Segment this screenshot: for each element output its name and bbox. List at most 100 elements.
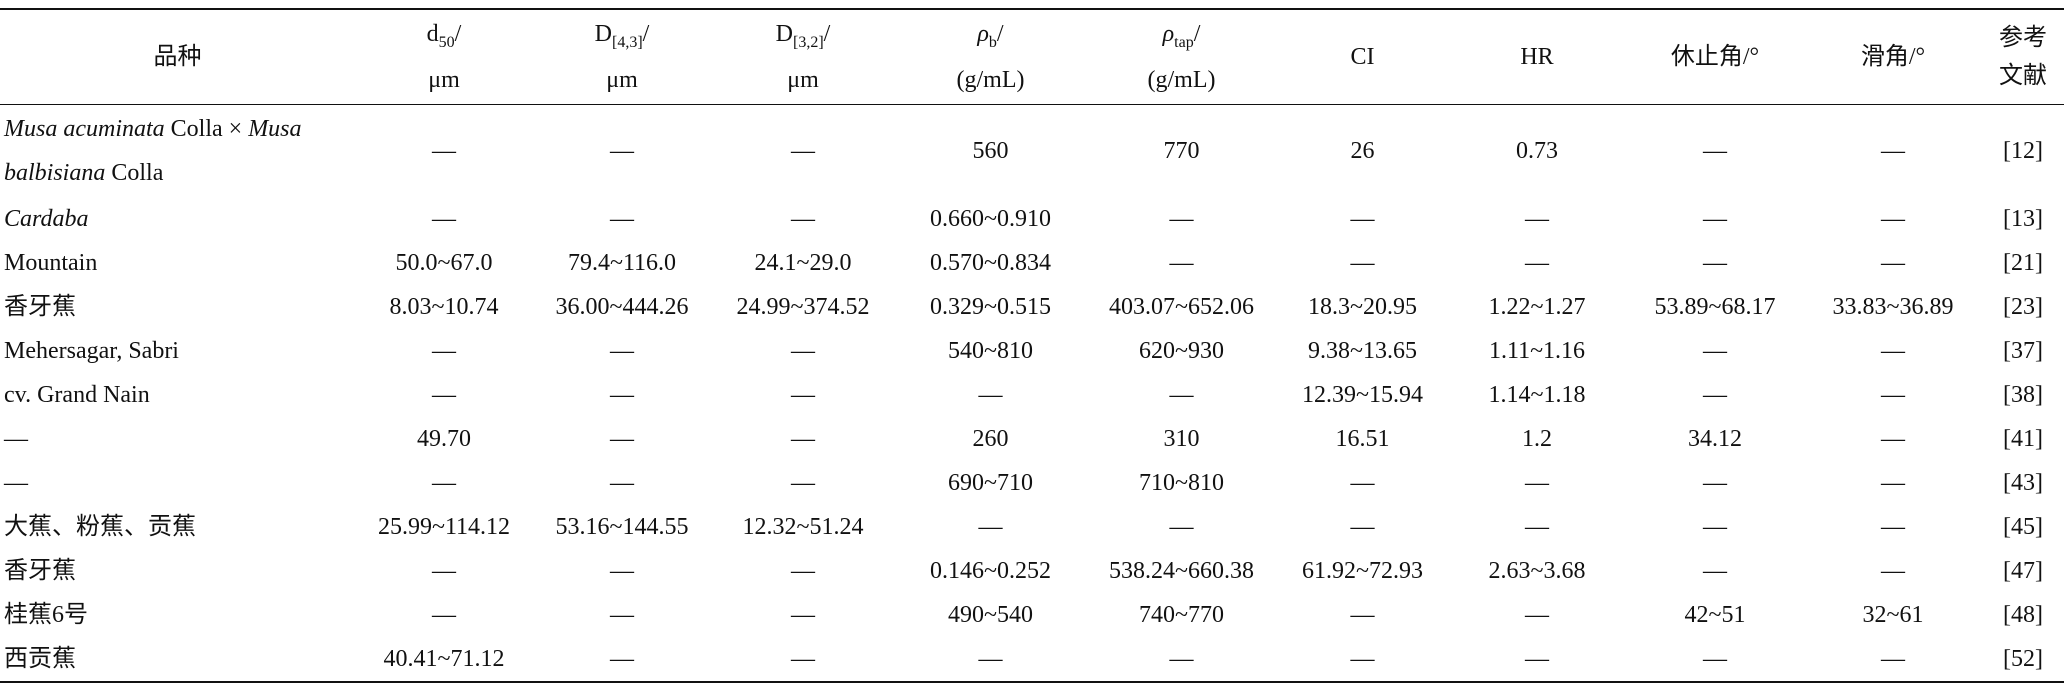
value-cell: —: [432, 382, 456, 408]
value-cell: [48]: [2003, 602, 2043, 628]
header-cell: D[4,3]/μm: [533, 9, 711, 105]
value-cell: —: [1881, 558, 1905, 584]
value-cell: —: [1703, 470, 1727, 496]
value-cell: 32~61: [1862, 602, 1924, 628]
header-unit: μm: [787, 67, 819, 94]
value-cell: 34.12: [1688, 426, 1742, 452]
value-cell: 0.329~0.515: [930, 294, 1051, 320]
value-cell: [37]: [2003, 338, 2043, 364]
value-cell: —: [1703, 646, 1727, 672]
value-cell: 26: [1350, 138, 1375, 164]
table-row: 香牙蕉 — — — 0.146~0.252 538.24~660.38 61.92~72.9…: [0, 549, 2064, 593]
header-symbol: ρ: [977, 20, 989, 47]
value-cell: [47]: [2003, 558, 2043, 584]
value-cell: —: [432, 138, 456, 164]
value-cell: 403.07~652.06: [1109, 294, 1254, 320]
header-unit: (g/mL): [956, 67, 1025, 94]
header-slash: /: [1193, 20, 1201, 47]
variety-cell: —: [4, 470, 28, 496]
value-cell: 25.99~114.12: [377, 514, 511, 540]
value-cell: —: [1703, 206, 1727, 232]
value-cell: 12.32~51.24: [742, 514, 864, 540]
value-cell: —: [1169, 250, 1194, 276]
value-cell: —: [791, 646, 815, 672]
header-cell: 品种: [0, 9, 355, 105]
header-cell: CI: [1277, 9, 1448, 105]
value-cell: —: [610, 470, 634, 496]
value-cell: 260: [972, 426, 1009, 452]
value-cell: —: [432, 206, 456, 232]
value-cell: —: [610, 558, 634, 584]
header-subscript: b: [988, 33, 997, 51]
value-cell: —: [432, 470, 456, 496]
page: 品种 d50/μm D[4,3]/μm D[3,2]/μm ρb/(g/mL) ρtap/…: [0, 9, 2064, 682]
header-subscript: 50: [438, 33, 455, 51]
value-cell: —: [1350, 514, 1375, 540]
value-cell: [23]: [2003, 294, 2043, 320]
value-cell: —: [1525, 470, 1549, 496]
header-text: CI: [1350, 44, 1375, 70]
header-unit: (g/mL): [1147, 67, 1216, 94]
value-cell: —: [1881, 426, 1905, 452]
value-cell: [45]: [2003, 514, 2043, 540]
variety-cell: —: [4, 426, 28, 452]
header-symbol: D: [594, 20, 612, 47]
value-cell: 0.570~0.834: [930, 250, 1051, 276]
value-cell: [21]: [2003, 250, 2043, 276]
value-cell: —: [978, 646, 1003, 672]
value-cell: —: [1525, 250, 1549, 276]
variety-text: Cardaba: [4, 206, 89, 232]
table-row: 香牙蕉 8.03~10.74 36.00~444.26 24.99~374.52 0.3…: [0, 285, 2064, 329]
value-cell: [41]: [2003, 426, 2043, 452]
value-cell: 53.89~68.17: [1654, 294, 1776, 320]
variety-cell: 西贡蕉: [4, 646, 76, 672]
table-row: 大蕉、粉蕉、贡蕉 25.99~114.12 53.16~144.55 12.32~51…: [0, 505, 2064, 549]
variety-text: Musa balbisiana: [4, 116, 308, 186]
header-cell: d50/ μm: [355, 9, 533, 105]
table-row: Cardaba — — — 0.660~0.910 — — — — — [13]: [0, 197, 2064, 241]
value-cell: 2.63~3.68: [1488, 558, 1586, 584]
value-cell: —: [610, 602, 634, 628]
value-cell: —: [1703, 558, 1727, 584]
header-text: 文献: [1999, 63, 2047, 89]
header-cell: 滑角/°: [1804, 9, 1982, 105]
variety-cell: Mehersagar, Sabri: [4, 338, 179, 364]
value-cell: 538.24~660.38: [1109, 558, 1254, 584]
header-text: 滑角/°: [1860, 44, 1926, 70]
table-row: Mountain 50.0~67.0 79.4~116.0 24.1~29.0 0.57…: [0, 241, 2064, 285]
header-text: 参考: [1999, 25, 2047, 51]
header-slash: /: [642, 20, 650, 47]
value-cell: —: [432, 558, 456, 584]
value-cell: 24.1~29.0: [754, 250, 852, 276]
value-cell: 61.92~72.93: [1302, 558, 1423, 584]
value-cell: 18.3~20.95: [1308, 294, 1417, 320]
value-cell: 560: [972, 138, 1009, 164]
value-cell: 0.73: [1516, 138, 1558, 164]
value-cell: —: [1525, 206, 1549, 232]
value-cell: —: [1703, 250, 1727, 276]
value-cell: 36.00~444.26: [555, 294, 689, 320]
value-cell: —: [1881, 250, 1905, 276]
header-subscript: tap: [1174, 33, 1194, 51]
value-cell: 50.0~67.0: [395, 250, 493, 276]
variety-cell: 桂蕉6号: [4, 602, 88, 628]
value-cell: —: [1350, 470, 1375, 496]
value-cell: 0.146~0.252: [930, 558, 1051, 584]
header-cell: HR: [1448, 9, 1626, 105]
value-cell: 9.38~13.65: [1308, 338, 1417, 364]
value-cell: 620~930: [1139, 338, 1224, 364]
value-cell: 1.11~1.16: [1488, 338, 1586, 364]
value-cell: —: [791, 602, 815, 628]
table-row: 西贡蕉 40.41~71.12 — — — — — — — — [52]: [0, 637, 2064, 682]
table-row: Mehersagar, Sabri — — — 540~810 620~930 9.38~1…: [0, 329, 2064, 373]
value-cell: —: [791, 470, 815, 496]
table-row: Musa acuminata Colla × Musa balbisiana C…: [0, 105, 2064, 198]
value-cell: —: [978, 382, 1003, 408]
value-cell: —: [1881, 646, 1905, 672]
value-cell: 33.83~36.89: [1832, 294, 1954, 320]
table-header: 品种 d50/μm D[4,3]/μm D[3,2]/μm ρb/(g/mL) ρtap/…: [0, 9, 2064, 105]
header-cell: ρb/ (g/mL): [895, 9, 1086, 105]
header-cell: 休止角/°: [1626, 9, 1804, 105]
header-cell: D[3,2]/μm: [711, 9, 895, 105]
value-cell: 53.16~144.55: [555, 514, 689, 540]
